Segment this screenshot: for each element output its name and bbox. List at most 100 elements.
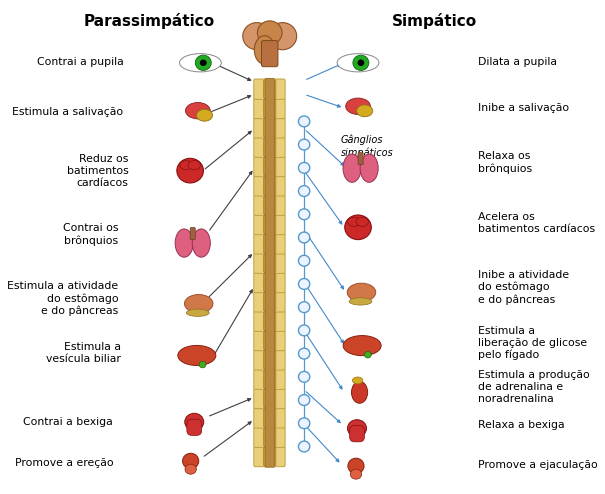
FancyBboxPatch shape	[254, 253, 285, 273]
Text: Gânglios
simpáticos: Gânglios simpáticos	[341, 134, 393, 158]
Text: Estimula a salivação: Estimula a salivação	[12, 107, 123, 117]
FancyBboxPatch shape	[254, 98, 285, 119]
Ellipse shape	[185, 464, 197, 474]
Ellipse shape	[348, 217, 360, 226]
Text: Dilata a pupila: Dilata a pupila	[478, 57, 557, 67]
Ellipse shape	[350, 469, 362, 479]
Text: Inibe a atividade
do estômago
e do pâncreas: Inibe a atividade do estômago e do pâncr…	[478, 270, 569, 305]
Ellipse shape	[343, 154, 361, 182]
Ellipse shape	[345, 98, 370, 115]
Circle shape	[298, 348, 310, 359]
FancyBboxPatch shape	[264, 389, 276, 408]
FancyBboxPatch shape	[254, 330, 285, 351]
Circle shape	[298, 418, 310, 429]
Circle shape	[298, 232, 310, 243]
FancyBboxPatch shape	[264, 351, 276, 369]
Ellipse shape	[347, 420, 367, 437]
FancyBboxPatch shape	[264, 196, 276, 214]
Circle shape	[298, 139, 310, 150]
Ellipse shape	[337, 54, 379, 72]
Ellipse shape	[180, 161, 192, 170]
FancyBboxPatch shape	[264, 235, 276, 253]
Circle shape	[195, 55, 211, 71]
FancyBboxPatch shape	[254, 388, 285, 409]
FancyBboxPatch shape	[264, 138, 276, 157]
Circle shape	[298, 371, 310, 382]
Ellipse shape	[257, 21, 282, 44]
Circle shape	[200, 59, 207, 66]
FancyBboxPatch shape	[264, 292, 276, 311]
FancyBboxPatch shape	[254, 447, 285, 467]
FancyBboxPatch shape	[264, 254, 276, 272]
Ellipse shape	[185, 413, 204, 431]
Text: Estimula a produção
de adrenalina e
noradrenalina: Estimula a produção de adrenalina e nora…	[478, 370, 589, 405]
FancyBboxPatch shape	[254, 79, 285, 99]
Circle shape	[298, 209, 310, 220]
Text: Simpático: Simpático	[391, 13, 477, 29]
Text: Estimula a atividade
do estômago
e do pâncreas: Estimula a atividade do estômago e do pâ…	[7, 281, 118, 316]
Ellipse shape	[177, 159, 203, 183]
FancyBboxPatch shape	[254, 291, 285, 312]
FancyBboxPatch shape	[254, 118, 285, 138]
FancyBboxPatch shape	[254, 427, 285, 448]
FancyBboxPatch shape	[261, 41, 278, 67]
FancyBboxPatch shape	[254, 408, 285, 428]
FancyBboxPatch shape	[264, 331, 276, 350]
FancyBboxPatch shape	[264, 448, 276, 466]
Ellipse shape	[269, 23, 296, 50]
Circle shape	[358, 59, 364, 66]
Text: Inibe a salivação: Inibe a salivação	[478, 103, 569, 113]
Ellipse shape	[352, 381, 368, 403]
FancyBboxPatch shape	[187, 419, 201, 435]
FancyBboxPatch shape	[254, 137, 285, 158]
FancyBboxPatch shape	[350, 426, 364, 442]
Text: Contrai os
brônquios: Contrai os brônquios	[63, 223, 118, 246]
Ellipse shape	[356, 105, 373, 117]
Ellipse shape	[183, 453, 198, 469]
FancyBboxPatch shape	[264, 215, 276, 234]
FancyBboxPatch shape	[254, 176, 285, 196]
Circle shape	[298, 441, 310, 452]
Text: Promove a ejaculação: Promove a ejaculação	[478, 460, 597, 470]
Ellipse shape	[343, 335, 381, 356]
Ellipse shape	[186, 309, 209, 317]
Text: Parassimpático: Parassimpático	[83, 13, 215, 29]
FancyBboxPatch shape	[264, 409, 276, 427]
Ellipse shape	[254, 36, 275, 64]
Ellipse shape	[180, 54, 221, 72]
FancyBboxPatch shape	[254, 157, 285, 177]
Circle shape	[353, 55, 369, 71]
FancyBboxPatch shape	[190, 228, 195, 240]
FancyBboxPatch shape	[264, 80, 276, 98]
Text: Relaxa os
brônquios: Relaxa os brônquios	[478, 151, 532, 173]
Ellipse shape	[243, 23, 271, 50]
Text: Contrai a bexiga: Contrai a bexiga	[24, 417, 113, 427]
FancyBboxPatch shape	[254, 214, 285, 235]
Circle shape	[364, 351, 371, 358]
Ellipse shape	[178, 345, 216, 366]
Circle shape	[298, 302, 310, 313]
FancyBboxPatch shape	[264, 312, 276, 330]
Text: Estimula a
vesícula biliar: Estimula a vesícula biliar	[46, 342, 121, 364]
Ellipse shape	[348, 458, 364, 474]
Circle shape	[298, 395, 310, 406]
FancyBboxPatch shape	[264, 370, 276, 388]
FancyBboxPatch shape	[254, 369, 285, 389]
Circle shape	[298, 163, 310, 173]
Ellipse shape	[186, 102, 210, 119]
Text: Reduz os
batimentos
cardíacos: Reduz os batimentos cardíacos	[67, 154, 128, 188]
Circle shape	[199, 361, 206, 368]
FancyBboxPatch shape	[254, 234, 285, 254]
Ellipse shape	[185, 294, 213, 313]
FancyBboxPatch shape	[254, 350, 285, 370]
FancyBboxPatch shape	[264, 99, 276, 118]
FancyBboxPatch shape	[265, 79, 274, 467]
FancyBboxPatch shape	[264, 119, 276, 137]
Ellipse shape	[197, 109, 212, 121]
Ellipse shape	[360, 154, 378, 182]
Circle shape	[298, 186, 310, 197]
Ellipse shape	[353, 377, 363, 384]
Ellipse shape	[349, 298, 372, 305]
Ellipse shape	[188, 161, 200, 170]
FancyBboxPatch shape	[358, 153, 363, 165]
